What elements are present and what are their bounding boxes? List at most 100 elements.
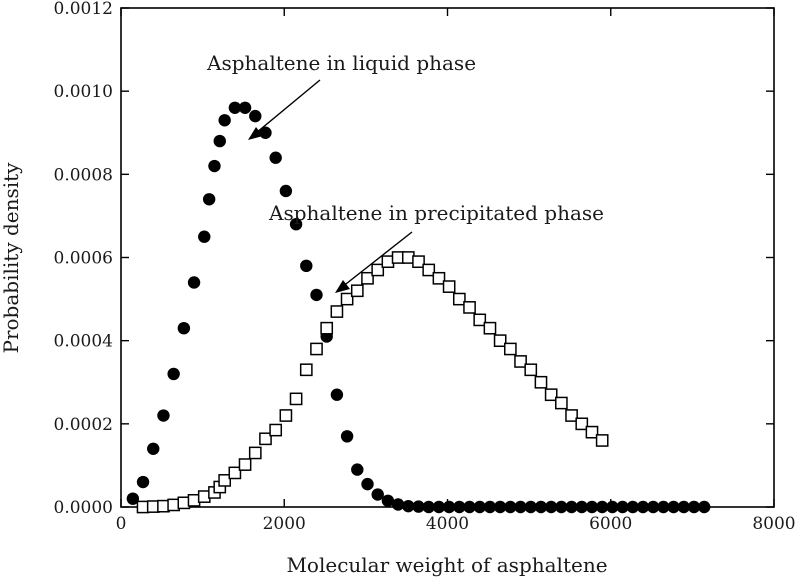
data-point-circle (687, 500, 701, 514)
annotation-precipitated-phase: Asphaltene in precipitated phase (268, 201, 604, 225)
data-point-circle (289, 218, 303, 231)
data-point-square (463, 301, 476, 314)
data-point-circle (330, 388, 344, 401)
data-point-circle (208, 159, 221, 173)
data-point-circle (514, 500, 527, 514)
data-point-square (473, 313, 487, 327)
data-point-circle (636, 500, 650, 514)
data-point-circle (202, 193, 216, 206)
data-point-square (422, 263, 436, 277)
data-point-circle (463, 500, 476, 514)
data-point-square (340, 292, 354, 306)
data-point-square (534, 375, 548, 389)
data-point-circle (412, 500, 425, 513)
annotation-liquid-phase: Asphaltene in liquid phase (206, 51, 476, 75)
data-point-square (289, 392, 303, 406)
y-tick-label: 0.0004 (54, 332, 113, 352)
annotation-liquid-phase-arrow (249, 79, 321, 139)
data-point-circle (310, 288, 323, 302)
data-point-circle (432, 500, 446, 514)
data-point-circle (504, 500, 517, 514)
data-point-circle (575, 500, 588, 514)
axis-tick-labels: 0 2000 4000 6000 8000 0.0000 0.0002 0.0004 0.000… (54, 0, 796, 534)
data-point-square (248, 446, 262, 460)
data-point-square (361, 271, 374, 285)
annotation-liquid-phase-arrowhead (248, 127, 263, 140)
data-point-circle (167, 367, 180, 381)
data-point-circle (361, 477, 374, 491)
data-point-circle (493, 500, 507, 514)
data-point-circle (565, 500, 578, 514)
data-point-circle (238, 101, 252, 115)
data-point-circle (147, 442, 160, 455)
x-tick-label: 6000 (589, 514, 632, 534)
y-tick-label: 0.0002 (54, 415, 113, 435)
y-tick-label: 0.0000 (54, 498, 113, 518)
y-tick-label: 0.0012 (54, 0, 113, 19)
y-tick-label: 0.0006 (54, 249, 113, 269)
data-point-circle (483, 500, 497, 514)
data-point-square (259, 432, 272, 446)
data-point-circle (524, 500, 537, 514)
data-markers (126, 101, 711, 514)
x-tick-label: 8000 (752, 514, 795, 534)
data-point-square (493, 334, 507, 348)
data-point-circle (646, 500, 660, 514)
y-axis-title: Probability density (0, 162, 23, 354)
data-point-circle (422, 500, 435, 514)
data-point-circle (213, 134, 226, 148)
plot-area-frame (120, 7, 775, 508)
x-tick-label: 0 (116, 514, 127, 534)
data-point-circle (442, 500, 456, 514)
y-tick-label: 0.0010 (54, 82, 113, 102)
x-tick-label: 4000 (426, 514, 469, 534)
data-point-circle (391, 498, 405, 511)
data-point-square (269, 423, 283, 437)
data-point-square (575, 417, 589, 431)
data-point-square (371, 263, 385, 277)
data-point-circle (381, 494, 395, 507)
data-point-square (320, 321, 334, 335)
data-point-square (514, 355, 527, 368)
data-point-circle (534, 500, 548, 514)
data-point-circle (249, 109, 262, 123)
data-point-circle (157, 409, 170, 422)
data-point-circle (544, 500, 558, 514)
data-point-square (524, 363, 538, 377)
data-point-circle (585, 500, 599, 514)
data-point-square (585, 425, 599, 439)
data-point-circle (218, 114, 231, 127)
data-point-square (310, 342, 323, 356)
data-point-square (595, 434, 609, 447)
data-point-circle (340, 430, 354, 443)
data-point-circle (126, 492, 140, 505)
data-point-circle (555, 500, 568, 514)
data-point-square (483, 321, 497, 335)
data-point-square (238, 458, 252, 471)
data-point-circle (626, 500, 639, 514)
data-point-square (330, 305, 344, 318)
data-point-square (432, 271, 446, 285)
data-point-square (555, 396, 568, 410)
data-point-circle (300, 259, 313, 273)
annotation-precipitated-phase-arrow (336, 231, 413, 292)
data-point-square (218, 474, 232, 487)
data-point-circle (269, 151, 282, 164)
data-point-square (442, 280, 456, 293)
data-point-circle (198, 230, 211, 243)
data-point-circle (187, 276, 201, 289)
data-point-circle (657, 500, 670, 514)
axis-ticks (120, 7, 775, 508)
data-point-circle (371, 488, 384, 501)
data-point-circle (453, 500, 466, 514)
data-point-square (565, 409, 578, 422)
data-point-square (412, 255, 425, 269)
data-point-circle (616, 500, 629, 514)
data-point-circle (677, 500, 691, 514)
data-point-square (350, 284, 364, 298)
annotation-precipitated-phase-arrowhead (335, 280, 350, 293)
x-tick-label: 2000 (263, 514, 306, 534)
data-point-square (228, 466, 242, 480)
data-point-square (279, 409, 293, 422)
